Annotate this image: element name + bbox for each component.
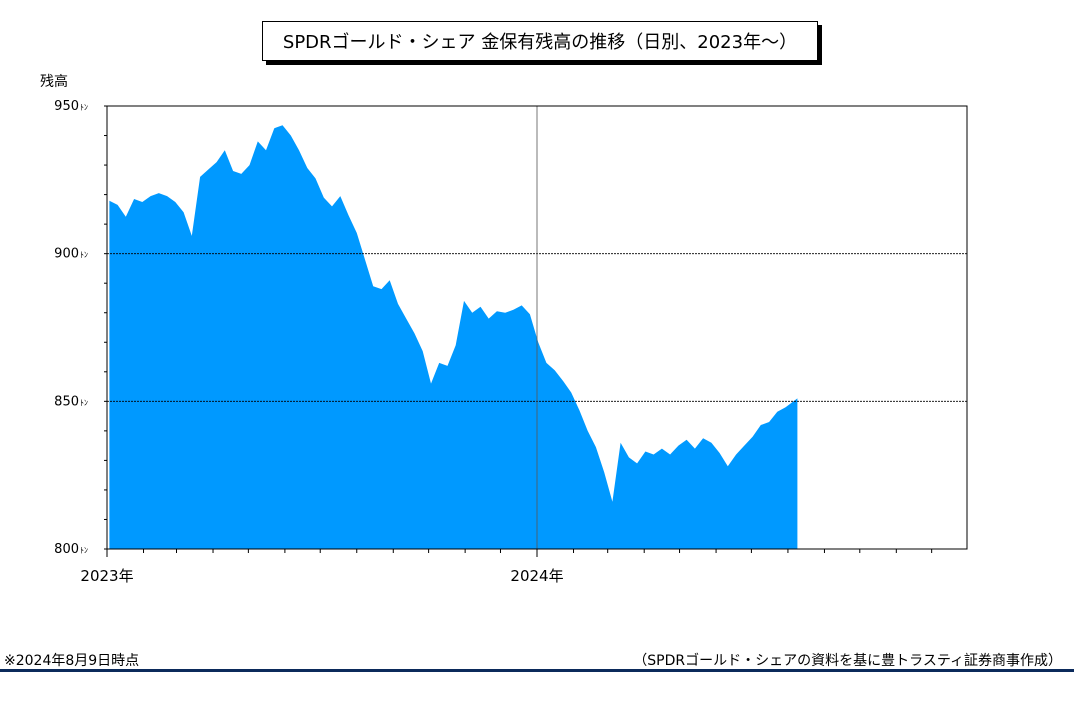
- footer-rule: [0, 669, 1074, 672]
- y-tick-label-850: 850: [54, 394, 79, 409]
- grid-layer: [107, 106, 967, 549]
- chart-title: SPDRゴールド・シェア 金保有残高の推移（日別、2023年～）: [262, 21, 818, 61]
- x-tick-label-1: 2024年: [510, 567, 563, 585]
- x-tick-label-0: 2023年: [80, 567, 133, 585]
- y-tick-label-950: 950: [54, 99, 79, 114]
- y-tick-unit-800: ﾄﾝ: [80, 546, 88, 555]
- y-tick-label-900: 900: [54, 247, 79, 262]
- source-note: （SPDRゴールド・シェアの資料を基に豊トラスティ証券商事作成）: [633, 653, 1062, 669]
- y-tick-unit-900: ﾄﾝ: [80, 251, 88, 260]
- as-of-note: ※2024年8月9日時点: [4, 653, 140, 669]
- y-tick-unit-850: ﾄﾝ: [80, 398, 88, 407]
- axis-layer: [104, 105, 968, 557]
- series-area: [109, 125, 798, 549]
- y-tick-unit-950: ﾄﾝ: [80, 103, 88, 112]
- y-tick-label-800: 800: [54, 542, 79, 557]
- y-axis-label: 残高: [40, 73, 68, 90]
